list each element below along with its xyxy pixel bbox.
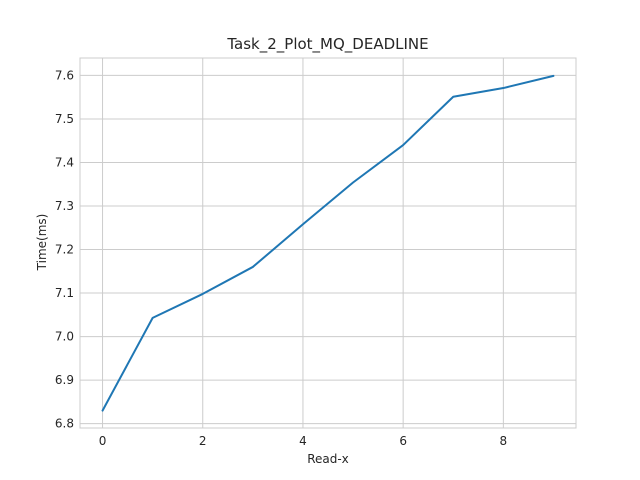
y-tick-label: 7.3 — [55, 199, 74, 213]
y-tick-label: 7.6 — [55, 68, 74, 82]
x-tick-label: 0 — [99, 434, 107, 448]
y-axis-label: Time(ms) — [35, 214, 49, 272]
x-tick-label: 4 — [299, 434, 307, 448]
y-tick-label: 6.8 — [55, 417, 74, 431]
y-tick-label: 6.9 — [55, 373, 74, 387]
x-axis-label: Read-x — [307, 452, 349, 466]
series-line-0 — [101, 74, 555, 412]
series-layer — [101, 74, 555, 412]
y-tick-label: 7.1 — [55, 286, 74, 300]
chart-title: Task_2_Plot_MQ_DEADLINE — [226, 35, 428, 54]
y-axis-ticks: 6.8 6.9 7.0 7.1 7.2 7.3 7.4 7.5 7.6 — [55, 68, 74, 430]
x-tick-label: 6 — [399, 434, 407, 448]
y-tick-label: 7.0 — [55, 330, 74, 344]
x-tick-label: 2 — [199, 434, 207, 448]
grid — [80, 58, 576, 428]
plot-frame — [79, 57, 577, 429]
y-tick-label: 7.2 — [55, 243, 74, 257]
y-tick-label: 7.5 — [55, 112, 74, 126]
x-tick-label: 8 — [500, 434, 508, 448]
y-tick-label: 7.4 — [55, 155, 74, 169]
x-axis-ticks: 0 2 4 6 8 — [99, 434, 507, 448]
